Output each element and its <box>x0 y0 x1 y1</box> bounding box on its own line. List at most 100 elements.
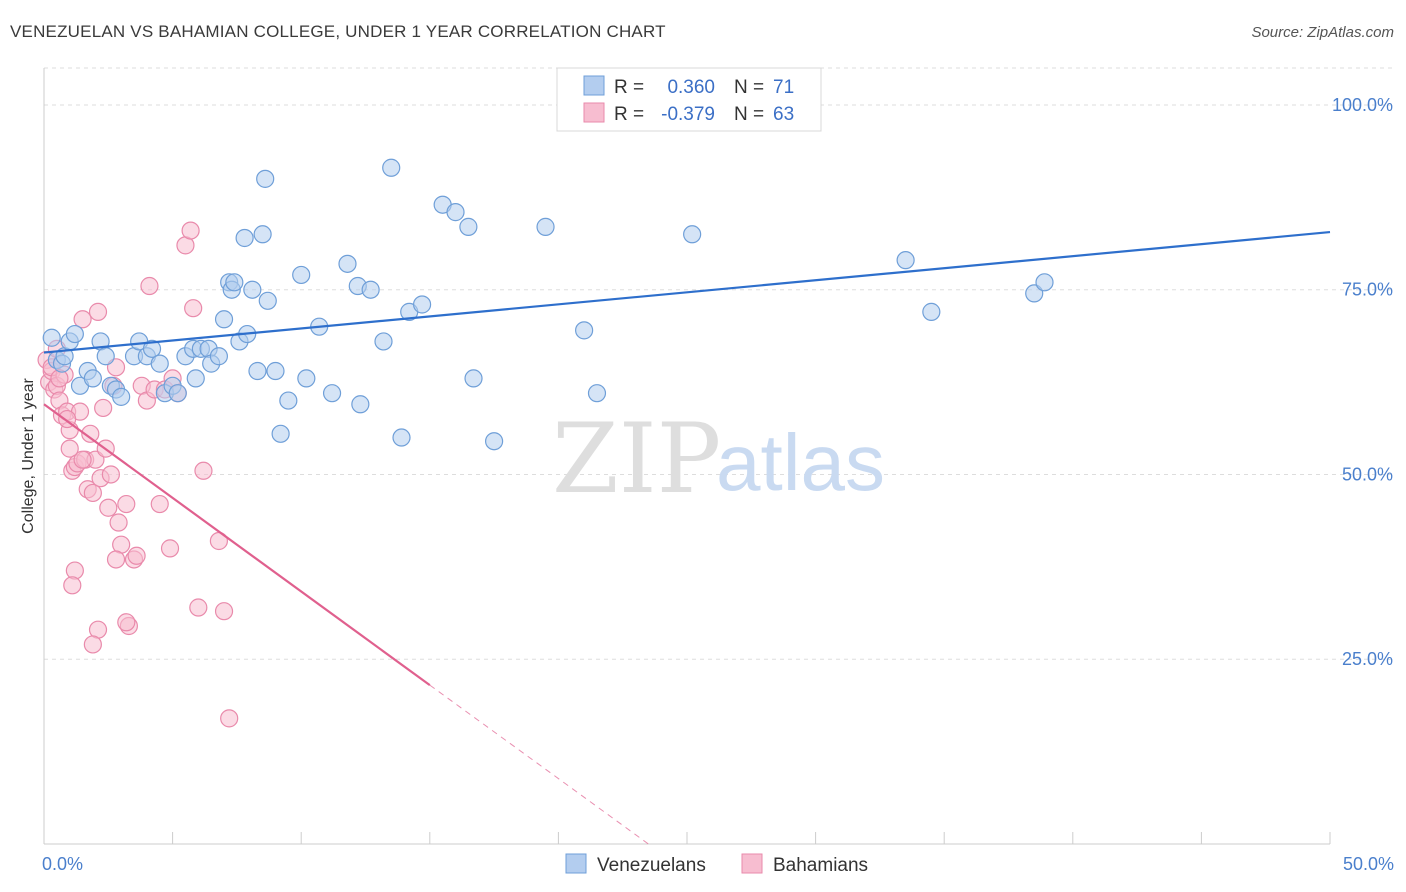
legend-n-label-bahamians: N = <box>734 104 764 125</box>
venezuelans-point <box>209 347 228 366</box>
y-tick-label: 25.0% <box>1342 649 1393 669</box>
venezuelans-point <box>65 324 84 344</box>
venezuelans-point <box>279 391 298 410</box>
venezuelans-point <box>42 328 61 347</box>
legend-r-value-venezuelans: 0.360 <box>667 77 715 98</box>
venezuelans-point <box>922 302 941 321</box>
venezuelans-point <box>392 428 411 447</box>
bahamians-point <box>63 576 82 595</box>
bahamians-point <box>160 539 180 558</box>
bahamians-point <box>73 310 92 329</box>
venezuelans-point <box>297 369 316 388</box>
bahamians-point <box>101 465 120 484</box>
venezuelans-point <box>374 332 393 351</box>
legend-swatch-venezuelans <box>583 75 605 96</box>
legend-swatch-bahamians <box>583 102 605 123</box>
venezuelans-point <box>256 169 275 188</box>
venezuelans-point <box>338 254 357 273</box>
watermark-atlas: atlas <box>716 418 885 507</box>
venezuelans-point <box>253 225 272 244</box>
bahamians-point <box>88 302 108 321</box>
bottom-legend-label-venezuelans: Venezuelans <box>597 855 706 876</box>
venezuelans-point <box>683 225 702 244</box>
bahamians-point <box>81 424 100 443</box>
venezuelans-point <box>150 354 169 373</box>
x-tick-marks <box>43 832 1331 844</box>
venezuelans-point <box>214 310 234 329</box>
x-tick-label-max: 50.0% <box>1343 854 1394 874</box>
bahamians-point <box>189 598 208 617</box>
venezuelans-point <box>412 295 432 314</box>
bahamians-point <box>181 221 200 240</box>
venezuelans-point <box>382 158 401 177</box>
venezuelans-point <box>1025 284 1044 303</box>
bahamians-point <box>220 709 239 728</box>
venezuelans-point <box>258 291 277 310</box>
venezuelans-point <box>112 387 131 406</box>
venezuelans-point <box>896 251 915 270</box>
venezuelans-point <box>459 217 478 236</box>
venezuelans-point <box>351 395 370 414</box>
legend-r-value-bahamians: -0.379 <box>661 104 715 125</box>
bahamians-point <box>99 498 118 517</box>
watermark: ZIP atlas <box>552 403 885 515</box>
grid-lines <box>44 67 1394 660</box>
x-tick-label-min: 0.0% <box>42 854 83 874</box>
bahamians-trend-extension <box>429 684 649 845</box>
venezuelans-point <box>587 384 607 403</box>
stats-legend: R = 0.360 N = 71 R = -0.379 N = 63 <box>556 67 822 132</box>
legend-r-label-venezuelans: R = <box>614 77 644 98</box>
venezuelans-point <box>322 384 342 403</box>
legend-n-value-venezuelans: 71 <box>773 77 794 98</box>
bahamians-points <box>37 221 239 728</box>
venezuelans-point <box>1035 273 1054 292</box>
bottom-legend-swatch-bahamians <box>741 853 763 874</box>
bahamians-point <box>127 546 146 565</box>
bahamians-point <box>150 494 169 514</box>
bahamians-point <box>60 439 79 458</box>
bahamians-point <box>83 635 102 654</box>
venezuelans-point <box>271 424 290 443</box>
bahamians-point <box>50 369 69 388</box>
trend-lines <box>43 230 1331 845</box>
bahamians-point <box>109 513 128 532</box>
venezuelans-point <box>292 265 311 285</box>
venezuelans-point <box>361 280 380 299</box>
venezuelans-point <box>464 369 483 388</box>
y-tick-label: 50.0% <box>1342 464 1393 484</box>
bahamians-point <box>106 550 126 569</box>
bottom-legend-swatch-venezuelans <box>565 853 587 874</box>
bahamians-point <box>83 483 102 503</box>
venezuelans-point <box>446 203 465 222</box>
venezuelans-point <box>485 432 504 451</box>
venezuelans-point <box>575 321 594 340</box>
venezuelans-point <box>142 339 162 358</box>
series-legend: Venezuelans Bahamians <box>565 853 868 876</box>
bahamians-point <box>184 299 203 318</box>
y-tick-labels: 25.0% 50.0% 75.0% 100.0% <box>1332 95 1393 669</box>
venezuelans-point <box>186 369 205 388</box>
bahamians-point <box>117 494 136 514</box>
venezuelans-point <box>168 384 187 403</box>
venezuelans-point <box>96 347 115 366</box>
legend-n-label-venezuelans: N = <box>734 77 764 98</box>
source-label: Source: ZipAtlas.com <box>1251 24 1394 41</box>
bahamians-point <box>140 276 159 296</box>
legend-n-value-bahamians: 63 <box>773 104 794 125</box>
chart-title: VENEZUELAN VS BAHAMIAN COLLEGE, UNDER 1 … <box>10 22 666 41</box>
bahamians-point <box>73 450 92 469</box>
y-axis-title: College, Under 1 year <box>20 378 37 534</box>
y-tick-label: 75.0% <box>1342 280 1393 300</box>
watermark-zip: ZIP <box>552 403 721 515</box>
venezuelans-point <box>266 361 285 381</box>
bahamians-point <box>65 561 84 580</box>
bahamians-trend-line <box>43 403 431 686</box>
venezuelans-trend-line <box>43 230 1331 354</box>
bahamians-point <box>117 613 136 632</box>
bahamians-point <box>94 398 113 418</box>
venezuelans-point <box>536 217 555 236</box>
venezuelans-point <box>235 228 254 248</box>
venezuelans-point <box>248 361 267 381</box>
venezuelans-point <box>225 273 244 292</box>
bahamians-point <box>194 461 213 480</box>
